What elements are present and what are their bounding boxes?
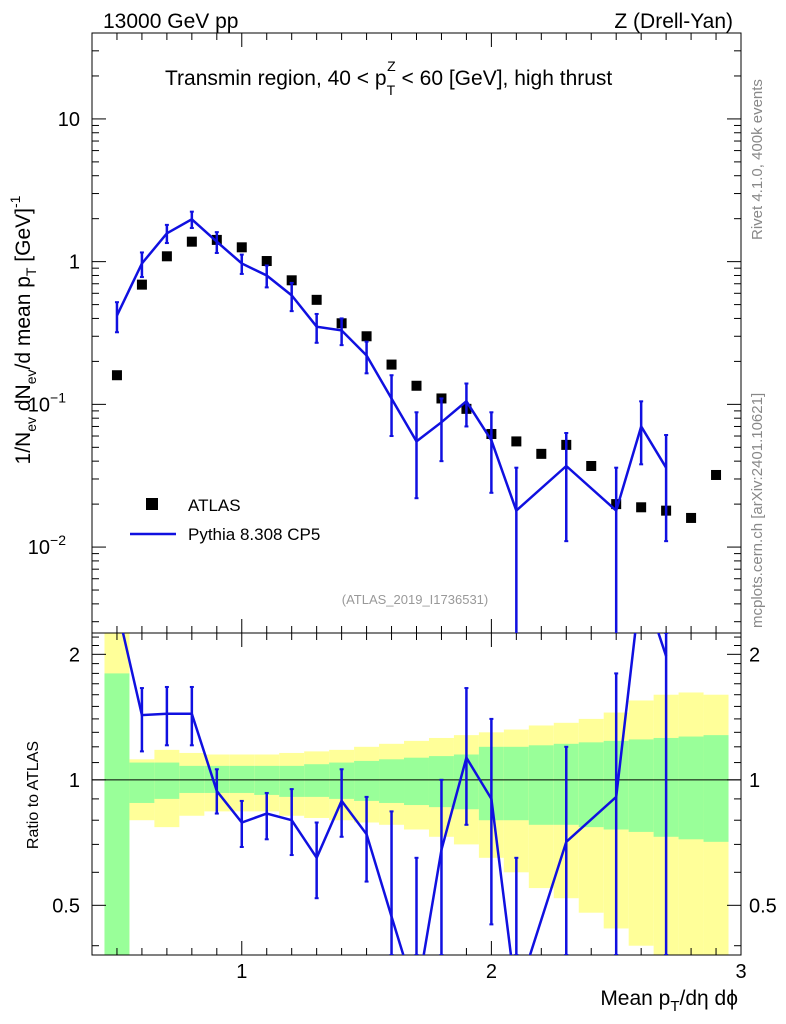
x-tick-label: 3 (735, 961, 746, 983)
legend-atlas-label: ATLAS (188, 496, 241, 515)
atlas-point (236, 242, 247, 253)
stat-band (528, 745, 554, 825)
ratio-y-tick-label: 1 (69, 770, 80, 792)
y-tick-label: 10 (58, 109, 80, 131)
stat-band (254, 765, 280, 795)
atlas-point (686, 512, 697, 523)
stat-band (678, 736, 704, 840)
y-tick-label: 10−1 (28, 389, 66, 416)
stat-band (354, 760, 380, 801)
x-tick-label: 1 (236, 961, 247, 983)
reference-id: (ATLAS_2019_I1736531) (342, 592, 488, 607)
y-tick-label: 10−2 (28, 532, 66, 559)
y-tick-exponent: −2 (50, 532, 66, 548)
stat-band (104, 673, 130, 955)
atlas-point (711, 469, 722, 480)
stat-band (129, 762, 155, 803)
ratio-y-tick-label-right: 2 (749, 644, 760, 666)
ratio-y-tick-label-right: 1 (749, 770, 760, 792)
ratio-y-tick-label-right: 0.5 (749, 895, 777, 917)
main-ylabel: 1/Nev dNev/d mean pT [GeV]-1 (7, 195, 39, 464)
stat-band (703, 735, 729, 842)
atlas-point (161, 251, 172, 262)
mcplots-label: mcplots.cern.ch [arXiv:2401.10621] (749, 393, 766, 628)
header-right: Z (Drell-Yan) (614, 10, 733, 33)
legend-pythia-label: Pythia 8.308 CP5 (188, 525, 320, 544)
ratio-clipped-group (121, 633, 669, 955)
stat-band (503, 746, 529, 821)
atlas-point (386, 359, 397, 370)
atlas-point (361, 331, 372, 342)
ratio-ylabel: Ratio to ATLAS (25, 741, 42, 849)
ratio-y-tick-label: 0.5 (52, 895, 80, 917)
stat-band (404, 757, 429, 806)
x-axis-label: Mean pT/dη dϕ (600, 987, 738, 1015)
y-tick-exponent: −1 (50, 389, 66, 405)
atlas-point (286, 275, 297, 286)
x-tick-label: 2 (486, 961, 497, 983)
atlas-point (311, 294, 322, 305)
atlas-point (511, 436, 522, 447)
ratio-y-tick-label: 2 (69, 644, 80, 666)
legend-atlas-marker (146, 498, 158, 510)
header-left: 13000 GeV pp (103, 10, 238, 33)
atlas-point (261, 256, 272, 267)
atlas-point (586, 460, 597, 471)
y-tick-label: 1 (69, 252, 80, 274)
atlas-point (186, 236, 197, 247)
stat-band (304, 764, 330, 797)
rivet-label: Rivet 4.1.0, 400k events (749, 79, 766, 240)
stat-band (379, 759, 405, 803)
atlas-point (536, 448, 547, 459)
atlas-point (111, 370, 122, 381)
atlas-point (136, 279, 147, 290)
atlas-point (636, 502, 647, 513)
stat-band (154, 762, 180, 799)
chart-title: Transmin region, 40 < pTZ < 60 [GeV], hi… (165, 58, 612, 98)
stat-band (578, 742, 604, 828)
stat-band (628, 739, 654, 832)
atlas-point (411, 380, 422, 391)
